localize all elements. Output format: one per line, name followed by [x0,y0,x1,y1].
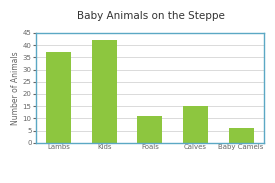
Bar [229,128,254,143]
Bar [92,40,117,143]
Bar [46,53,71,143]
Bar [183,106,208,143]
Y-axis label: Number of Animals: Number of Animals [11,51,20,125]
Text: Baby Animals on the Steppe: Baby Animals on the Steppe [77,11,225,21]
Bar [137,116,163,143]
